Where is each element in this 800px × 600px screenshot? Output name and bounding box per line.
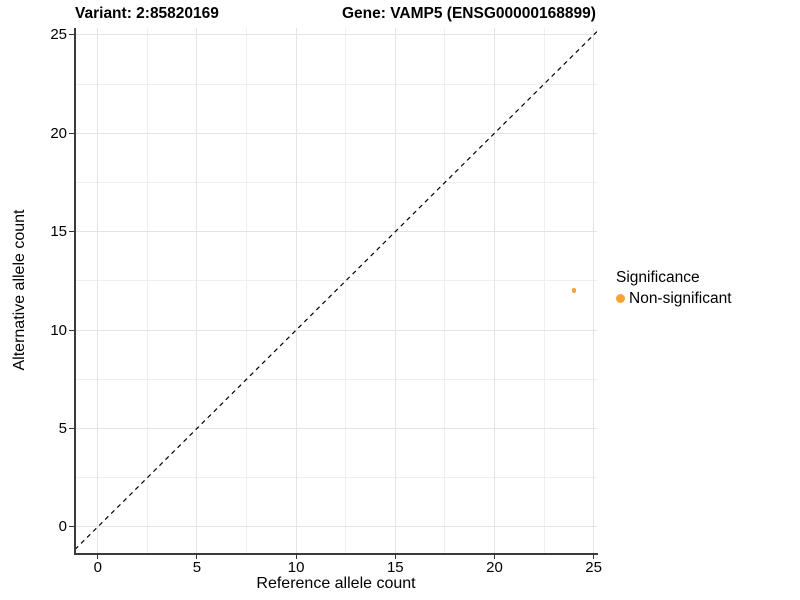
x-axis-title: Reference allele count — [256, 575, 416, 592]
x-tick-mark — [394, 554, 396, 559]
variant-title: Variant: 2:85820169 — [75, 5, 219, 22]
y-tick-label: 20 — [50, 124, 67, 142]
x-minor-gridline — [246, 28, 248, 553]
y-tick-mark — [69, 34, 74, 36]
x-tick-mark — [97, 554, 99, 559]
y-tick-mark — [69, 427, 74, 429]
x-tick-label: 25 — [585, 558, 602, 576]
y-major-gridline — [75, 132, 597, 134]
y-tick-label: 15 — [50, 223, 67, 241]
x-tick-label: 20 — [486, 558, 503, 576]
legend: Significance Non-significant — [616, 268, 732, 308]
y-minor-gridline — [75, 83, 597, 85]
x-minor-gridline — [444, 28, 446, 553]
x-tick-label: 10 — [287, 558, 305, 576]
x-tick-label: 0 — [93, 558, 102, 576]
y-minor-gridline — [75, 181, 597, 183]
legend-key-dot-icon — [616, 294, 625, 303]
identity-dashed-line — [75, 31, 597, 550]
x-tick-label: 15 — [386, 558, 404, 576]
x-tick-mark — [593, 554, 595, 559]
x-tick-label: 5 — [192, 558, 202, 576]
data-point — [571, 288, 577, 293]
y-tick-mark — [69, 132, 74, 134]
x-tick-mark — [196, 554, 198, 559]
x-tick-mark — [493, 554, 495, 559]
y-tick-mark — [69, 329, 74, 331]
x-minor-gridline — [345, 28, 347, 553]
y-tick-label: 25 — [50, 26, 67, 44]
y-major-gridline — [75, 34, 597, 36]
x-tick-mark — [295, 554, 297, 559]
y-minor-gridline — [75, 477, 597, 479]
legend-title: Significance — [616, 269, 700, 286]
y-tick-label: 10 — [50, 321, 67, 339]
y-minor-gridline — [75, 280, 597, 282]
x-minor-gridline — [543, 28, 545, 553]
y-tick-mark — [69, 231, 74, 233]
legend-item: Non-significant — [616, 289, 732, 308]
y-major-gridline — [75, 231, 597, 233]
x-minor-gridline — [146, 28, 148, 553]
gene-title: Gene: VAMP5 (ENSG00000168899) — [342, 5, 596, 22]
plot-panel — [75, 28, 597, 553]
x-major-gridline — [593, 28, 595, 553]
x-major-gridline — [196, 28, 198, 553]
x-major-gridline — [394, 28, 396, 553]
y-minor-gridline — [75, 378, 597, 380]
x-major-gridline — [493, 28, 495, 553]
x-major-gridline — [295, 28, 297, 553]
y-axis-line — [74, 28, 76, 555]
x-major-gridline — [97, 28, 99, 553]
y-axis-title: Alternative allele count — [11, 209, 28, 371]
y-major-gridline — [75, 329, 597, 331]
y-tick-label: 0 — [58, 518, 67, 536]
y-tick-label: 5 — [58, 419, 67, 437]
x-axis-line — [74, 553, 598, 555]
y-tick-mark — [69, 526, 74, 528]
y-major-gridline — [75, 427, 597, 429]
y-major-gridline — [75, 526, 597, 528]
legend-item-label: Non-significant — [629, 290, 732, 307]
